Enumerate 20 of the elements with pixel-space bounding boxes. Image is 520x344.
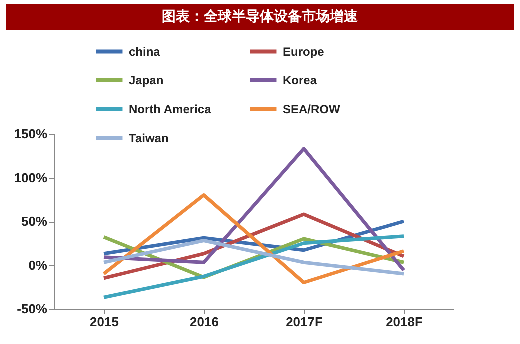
y-tick-label: 0% [28,258,48,273]
legend-label: china [129,44,161,59]
line-series [102,234,406,300]
y-tick-label: 100% [14,170,48,186]
legend-label: North America [129,102,212,116]
y-tick-label: 150% [14,126,48,142]
legend-label: Europe [283,44,325,59]
line-series [102,147,406,272]
x-tick-label: 2016 [190,314,219,330]
legend-label: Taiwan [129,132,169,146]
legend-label: Korea [283,74,318,88]
x-tick-label: 2017F [286,314,323,330]
chart-title: 图表：全球半导体设备市场增速 [162,8,359,25]
x-tick-label: 2015 [90,314,119,330]
legend-label: SEA/ROW [283,102,342,116]
y-tick-label: 50% [21,214,48,229]
line-series [102,194,406,284]
y-tick-label: -50% [17,302,48,316]
x-tick-label: 2018F [386,314,423,330]
legend-label: Japan [129,74,164,88]
